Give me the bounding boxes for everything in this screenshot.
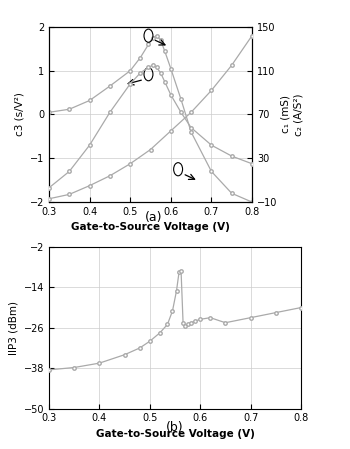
Text: (a): (a) — [145, 211, 163, 224]
Text: (b): (b) — [166, 421, 184, 434]
Y-axis label: c₂ (A/S²): c₂ (A/S²) — [294, 93, 304, 136]
X-axis label: Gate-to-Source Voltage (V): Gate-to-Source Voltage (V) — [71, 222, 230, 233]
Y-axis label: c₁ (mS): c₁ (mS) — [280, 96, 290, 133]
Y-axis label: IIP3 (dBm): IIP3 (dBm) — [8, 301, 18, 355]
X-axis label: Gate-to-Source Voltage (V): Gate-to-Source Voltage (V) — [96, 429, 254, 439]
Y-axis label: c3 (s/V²): c3 (s/V²) — [14, 92, 24, 136]
